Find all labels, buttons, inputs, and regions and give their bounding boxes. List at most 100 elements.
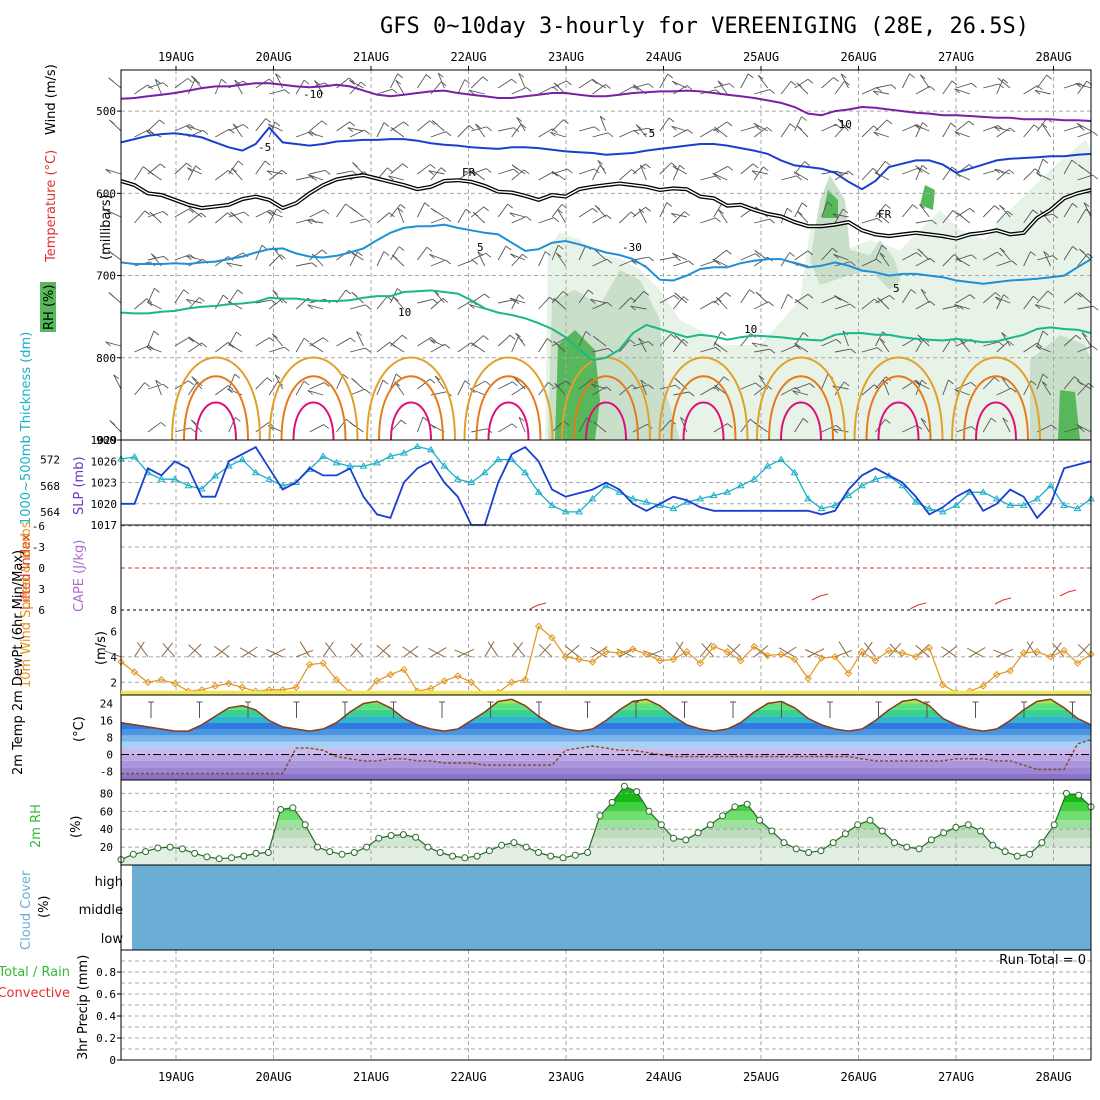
wind-barb	[1077, 80, 1088, 95]
wind-barb-flag	[510, 253, 516, 259]
wind-barb	[347, 127, 364, 132]
wind-barb	[954, 88, 970, 95]
wind10-barb	[188, 644, 203, 658]
wind10-axis: 2 4 6	[110, 625, 117, 689]
wind-barb-flag	[873, 131, 879, 137]
wind-barb	[417, 120, 430, 132]
wind-barb-flag	[345, 289, 352, 295]
wind-barb-flag	[1032, 295, 1039, 301]
wind-barb-flag	[364, 388, 371, 394]
wind-barb	[215, 128, 230, 138]
wind10-barb	[807, 648, 825, 658]
top-date-label: 27AUG	[938, 50, 974, 64]
wind-barb	[942, 80, 953, 95]
wind-barb-flag	[593, 335, 599, 341]
wind-barb	[578, 289, 589, 304]
wind10-barb	[350, 643, 364, 658]
wind-barb-flag	[1072, 246, 1078, 251]
thickness-point	[184, 481, 193, 489]
wind10-barb	[538, 643, 553, 658]
wind-barb	[498, 168, 514, 175]
rh2m-point	[1075, 791, 1083, 799]
top-date-label: 24AUG	[645, 50, 681, 64]
wind-barb	[919, 74, 930, 89]
thickness-point	[467, 478, 476, 485]
thickness-point	[777, 455, 786, 463]
lifted-tick: 0	[38, 562, 45, 575]
wind-barb-flag	[922, 122, 928, 127]
wind-barb	[599, 115, 607, 132]
wind-barb-flag	[561, 203, 568, 209]
lifted-panel: -6 -3 0 3 6 8 Lifted Index CAPE (J/kg)	[19, 520, 1091, 695]
wind-barb	[551, 380, 567, 390]
wind-barb	[498, 381, 513, 390]
wind-barb-flag	[444, 343, 451, 349]
wind-barb	[1036, 373, 1044, 390]
wind-barb	[821, 247, 833, 261]
wind-barb-flag	[163, 256, 169, 261]
warm-isotherm	[670, 375, 737, 441]
wind-barb-flag	[999, 204, 1005, 210]
label-rh30: -30	[622, 241, 642, 254]
wind10-point	[898, 649, 907, 657]
wind-barb	[272, 290, 284, 304]
slp-line	[121, 445, 1092, 526]
bottom-date-label: 22AUG	[450, 1070, 486, 1084]
thickness-point	[992, 494, 1001, 502]
wind-barb-flag	[592, 208, 598, 213]
wind-barb-flag	[1092, 174, 1099, 180]
wind-barb-flag	[563, 119, 569, 125]
rh2m-point	[817, 847, 825, 855]
temp-band	[121, 722, 1091, 729]
wind-barb	[457, 300, 472, 310]
wind-barb-flag	[753, 122, 759, 128]
wind-barb-flag	[948, 379, 954, 385]
wind-barb-flag	[874, 171, 881, 177]
wind-barb	[551, 291, 564, 304]
wind-barb	[983, 83, 999, 89]
wind-barb	[592, 347, 609, 353]
wind10-barb	[325, 642, 337, 658]
wind-barb-flag	[648, 127, 654, 133]
wind-barb	[215, 385, 229, 396]
wind10-point	[238, 683, 246, 692]
rh2m-point	[682, 836, 690, 844]
wind-barb-flag	[321, 120, 328, 126]
warm-isotherm	[865, 375, 932, 441]
wind-barb-flag	[635, 124, 642, 130]
rh2m-point	[903, 843, 911, 851]
rh2m-point	[1062, 789, 1070, 797]
wind-barb	[296, 218, 312, 224]
wind-barb-flag	[387, 167, 393, 173]
wind-barb-flag	[994, 168, 1001, 174]
rh2m-point	[387, 832, 395, 839]
wind-barb	[538, 128, 553, 138]
wind10-point	[912, 653, 920, 661]
wind-barb	[538, 86, 554, 95]
wind-barb-flag	[884, 160, 891, 166]
wind-barb-flag	[475, 123, 481, 129]
thickness-point	[480, 468, 489, 476]
lifted-tick: 3	[38, 583, 45, 596]
wind-barb	[228, 211, 245, 218]
thickness-point	[938, 507, 947, 515]
precip-panel: 0 0.2 0.4 0.6 0.8 Run Total = 0 Total / Rain…	[0, 949, 1092, 1067]
wind-barb	[255, 160, 266, 175]
rh2m-point	[620, 782, 628, 790]
wind-barb	[592, 214, 607, 224]
wind-barb-flag	[445, 131, 452, 137]
wind-barb-flag	[877, 297, 883, 303]
wind-barb-flag	[914, 124, 920, 130]
wind10-barbs	[103, 641, 1092, 658]
wind-barb	[470, 206, 484, 218]
wind-barb-flag	[801, 202, 808, 208]
wind10-barb	[241, 646, 258, 658]
wind-barb	[477, 251, 486, 267]
wind-barb-flag	[1030, 380, 1037, 386]
rh2m-point	[449, 852, 456, 860]
wind-barb	[457, 125, 470, 138]
wind-barb-flag	[999, 247, 1006, 253]
wind-barb	[267, 211, 283, 218]
wind-barb-flag	[284, 346, 290, 352]
wind-barb	[879, 338, 890, 353]
